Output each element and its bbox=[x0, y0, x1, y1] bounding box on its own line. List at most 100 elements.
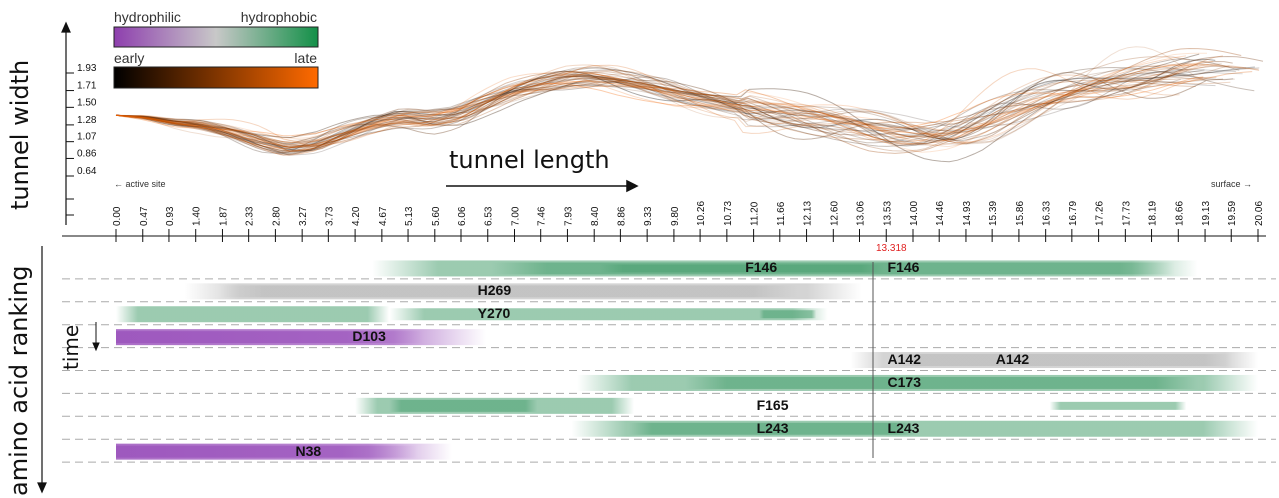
amino-acid-label: Y270 bbox=[477, 305, 511, 322]
width-profile-lines bbox=[115, 46, 1264, 163]
x-tick-label: 17.26 bbox=[1095, 201, 1106, 226]
width-profile-line bbox=[115, 69, 1216, 149]
x-tick-label: 3.73 bbox=[324, 206, 335, 226]
tunnel-width-axis bbox=[61, 21, 71, 225]
width-profile-line bbox=[115, 71, 1206, 144]
width-profile-line bbox=[115, 58, 1240, 153]
width-profile-line bbox=[115, 66, 1255, 152]
x-tick-label: 7.93 bbox=[563, 206, 574, 226]
x-tick-label: 19.59 bbox=[1227, 201, 1238, 226]
width-profile-line bbox=[115, 73, 1177, 155]
y-axis-ticks: 0.64 0.86 1.07 1.28 1.50 1.71 1.93 bbox=[66, 63, 97, 216]
residue-presence-band[interactable] bbox=[389, 399, 538, 412]
width-profile-line bbox=[115, 64, 1203, 146]
x-tick-label: 4.67 bbox=[378, 206, 389, 226]
hydrophobic-label: hydrophobic bbox=[240, 9, 317, 25]
y-tick-label: 1.71 bbox=[77, 81, 97, 92]
amino-ranking-title: amino acid ranking bbox=[5, 265, 33, 496]
width-profile-line bbox=[115, 56, 1190, 153]
width-profile-line bbox=[115, 53, 1200, 163]
width-profile-line bbox=[115, 47, 1242, 154]
x-tick-label: 18.19 bbox=[1148, 201, 1159, 226]
x-tick-label: 16.79 bbox=[1068, 201, 1079, 226]
time-title: time bbox=[59, 324, 83, 370]
width-profile-line bbox=[115, 60, 1233, 153]
surface-label: surface → bbox=[1211, 179, 1253, 189]
amino-acid-label: C173 bbox=[887, 373, 921, 390]
residue-presence-band[interactable] bbox=[759, 310, 817, 319]
x-tick-label: 14.93 bbox=[962, 201, 973, 226]
x-tick-label: 0.93 bbox=[165, 206, 176, 226]
amino-acid-label: L243 bbox=[887, 419, 920, 436]
residue-presence-band[interactable] bbox=[628, 422, 919, 435]
early-label: early bbox=[114, 50, 145, 66]
active-site-label: ← active site bbox=[114, 179, 166, 189]
x-tick-label: 13.06 bbox=[855, 201, 866, 226]
residue-presence-band[interactable] bbox=[116, 306, 390, 323]
width-profile-line bbox=[115, 70, 1196, 141]
time-arrow bbox=[92, 322, 100, 352]
residue-presence-band[interactable] bbox=[599, 264, 885, 273]
amino-acid-label: D103 bbox=[352, 328, 386, 345]
width-profile-line bbox=[115, 68, 1237, 148]
width-profile-line bbox=[115, 64, 1180, 150]
width-profile-line bbox=[115, 70, 1188, 156]
x-tick-label: 15.86 bbox=[1015, 201, 1026, 226]
x-tick-label: 12.60 bbox=[829, 201, 840, 226]
width-profile-line bbox=[115, 64, 1260, 143]
width-profile-line bbox=[115, 58, 1216, 152]
x-tick-label: 0.47 bbox=[139, 206, 150, 226]
amino-acid-label: N38 bbox=[295, 442, 322, 459]
amino-acid-label: A142 bbox=[995, 351, 1030, 368]
x-tick-label: 8.86 bbox=[616, 206, 627, 226]
amino-acid-label: A142 bbox=[887, 351, 921, 368]
width-profile-line bbox=[115, 64, 1209, 149]
amino-acid-label: F146 bbox=[745, 259, 778, 276]
residue-presence-band[interactable] bbox=[1049, 401, 1187, 410]
x-tick-label: 7.00 bbox=[511, 206, 522, 226]
x-tick-label: 5.60 bbox=[431, 206, 442, 226]
hydrophilic-label: hydrophilic bbox=[114, 9, 181, 25]
width-profile-line bbox=[115, 70, 1243, 148]
width-profile-line bbox=[115, 71, 1217, 144]
width-profile-line bbox=[115, 68, 1182, 153]
width-profile-line bbox=[115, 76, 1204, 137]
y-tick-label: 1.93 bbox=[77, 63, 97, 74]
width-profile-line bbox=[115, 71, 1234, 154]
x-tick-label: 11.20 bbox=[750, 201, 761, 226]
tunnel-length-arrow bbox=[446, 179, 639, 193]
x-tick-label: 14.00 bbox=[909, 201, 920, 226]
x-axis: 0.00 0.47 0.93 1.40 1.87 2.33 2.80 3.27 3.73 4.20… bbox=[62, 201, 1266, 242]
width-profile-line bbox=[115, 79, 1231, 152]
residue-presence-band[interactable] bbox=[116, 445, 418, 458]
width-profile-line bbox=[115, 46, 1195, 143]
x-tick-label: 18.66 bbox=[1174, 201, 1185, 226]
x-tick-label: 2.33 bbox=[245, 206, 256, 226]
width-profile-line bbox=[115, 52, 1207, 153]
x-tick-label: 17.73 bbox=[1121, 201, 1132, 226]
width-profile-line bbox=[115, 55, 1223, 146]
residue-presence-band[interactable] bbox=[218, 285, 800, 298]
width-profile-line bbox=[115, 63, 1259, 148]
x-tick-label: 3.27 bbox=[298, 206, 309, 226]
x-tick-label: 10.26 bbox=[696, 201, 707, 226]
amino-acid-label: F165 bbox=[756, 396, 789, 413]
residue-presence-band[interactable] bbox=[685, 376, 1198, 389]
width-profile-line bbox=[115, 63, 1222, 149]
residue-presence-band[interactable] bbox=[890, 354, 1232, 367]
x-tick-label: 16.33 bbox=[1042, 201, 1053, 226]
x-tick-label: 13.53 bbox=[882, 201, 893, 226]
x-tick-label: 9.80 bbox=[670, 206, 681, 226]
x-tick-label: 2.80 bbox=[271, 206, 282, 226]
y-tick-label: 1.28 bbox=[77, 115, 97, 126]
residue-presence-band[interactable] bbox=[389, 308, 828, 321]
amino-acid-label: F146 bbox=[887, 259, 920, 276]
width-profile-line bbox=[115, 64, 1198, 148]
residue-presence-band[interactable] bbox=[116, 331, 424, 344]
x-tick-label: 7.46 bbox=[537, 206, 548, 226]
y-tick-label: 0.64 bbox=[77, 166, 97, 177]
x-tick-label: 10.73 bbox=[723, 201, 734, 226]
y-tick-label: 1.07 bbox=[77, 132, 97, 143]
amino-acid-label: H269 bbox=[477, 282, 512, 299]
